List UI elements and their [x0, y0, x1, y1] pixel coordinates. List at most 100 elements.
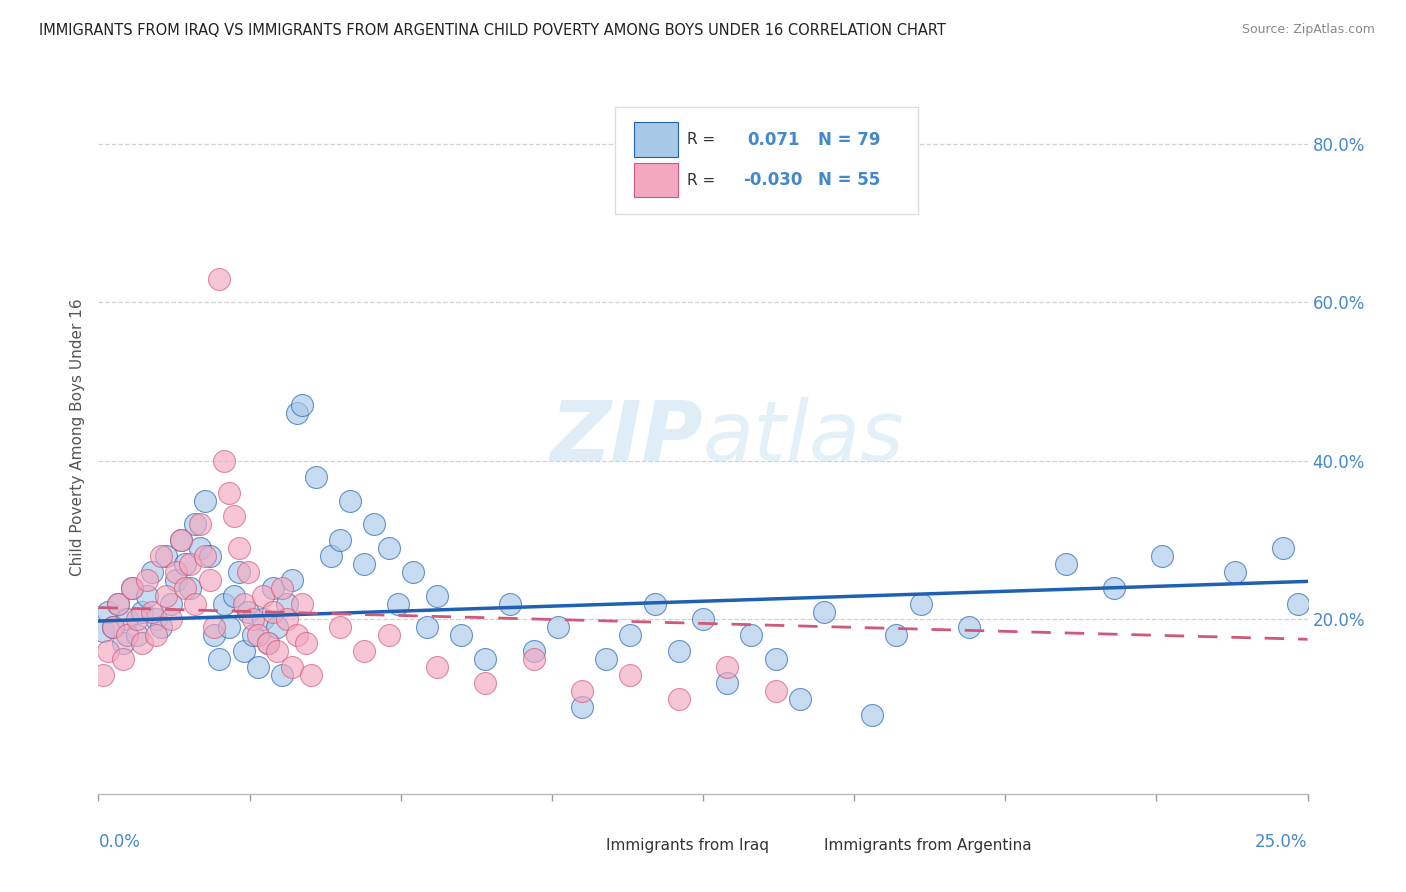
Point — [765, 683, 787, 698]
Point — [174, 557, 197, 571]
Point — [150, 620, 173, 634]
Point — [238, 605, 260, 619]
Point — [1286, 597, 1309, 611]
Point — [886, 628, 908, 642]
Text: 0.071: 0.071 — [748, 130, 800, 148]
Point — [208, 271, 231, 285]
Point — [271, 581, 294, 595]
Point — [131, 605, 153, 619]
Point — [198, 549, 221, 563]
Point — [150, 549, 173, 563]
Point — [212, 454, 235, 468]
Y-axis label: Child Poverty Among Boys Under 16: Child Poverty Among Boys Under 16 — [69, 298, 84, 576]
Point — [117, 628, 139, 642]
Point — [262, 581, 284, 595]
Point — [910, 597, 932, 611]
Point — [692, 612, 714, 626]
Point — [212, 597, 235, 611]
Point — [329, 620, 352, 634]
Point — [716, 676, 738, 690]
Text: Immigrants from Argentina: Immigrants from Argentina — [824, 838, 1032, 853]
Text: N = 79: N = 79 — [818, 130, 880, 148]
Point — [276, 612, 298, 626]
Point — [228, 565, 250, 579]
Point — [299, 668, 322, 682]
Point — [155, 589, 177, 603]
Point — [184, 517, 207, 532]
Point — [860, 707, 883, 722]
FancyBboxPatch shape — [614, 107, 918, 214]
Text: R =: R = — [688, 173, 716, 187]
Point — [305, 469, 328, 483]
Point — [242, 612, 264, 626]
Point — [276, 597, 298, 611]
Point — [290, 597, 312, 611]
Point — [474, 676, 496, 690]
Point — [262, 605, 284, 619]
Point — [169, 533, 191, 548]
Point — [179, 581, 201, 595]
Point — [619, 668, 641, 682]
Point — [101, 620, 124, 634]
Point — [188, 517, 211, 532]
Point — [1223, 565, 1246, 579]
Point — [256, 636, 278, 650]
Point — [107, 597, 129, 611]
Point — [285, 406, 308, 420]
Point — [1102, 581, 1125, 595]
Point — [165, 565, 187, 579]
Point — [1272, 541, 1295, 555]
Text: ZIP: ZIP — [550, 397, 703, 477]
Point — [135, 573, 157, 587]
Text: 0.0%: 0.0% — [98, 833, 141, 851]
Point — [131, 636, 153, 650]
Point — [97, 605, 120, 619]
Point — [1152, 549, 1174, 563]
Text: atlas: atlas — [703, 397, 904, 477]
Point — [765, 652, 787, 666]
Point — [353, 644, 375, 658]
Text: IMMIGRANTS FROM IRAQ VS IMMIGRANTS FROM ARGENTINA CHILD POVERTY AMONG BOYS UNDER: IMMIGRANTS FROM IRAQ VS IMMIGRANTS FROM … — [39, 23, 946, 38]
Point — [91, 668, 114, 682]
Point — [595, 652, 617, 666]
FancyBboxPatch shape — [634, 122, 678, 157]
Point — [160, 612, 183, 626]
Point — [281, 573, 304, 587]
Point — [252, 589, 274, 603]
Point — [127, 628, 149, 642]
FancyBboxPatch shape — [561, 833, 603, 857]
Point — [218, 620, 240, 634]
Point — [194, 549, 217, 563]
Point — [387, 597, 409, 611]
Point — [184, 597, 207, 611]
Point — [813, 605, 835, 619]
Text: -0.030: -0.030 — [742, 171, 803, 189]
Point — [141, 605, 163, 619]
Point — [571, 699, 593, 714]
Point — [740, 628, 762, 642]
Point — [169, 533, 191, 548]
Point — [363, 517, 385, 532]
Point — [402, 565, 425, 579]
Point — [571, 683, 593, 698]
Text: N = 55: N = 55 — [818, 171, 880, 189]
Point — [716, 660, 738, 674]
Point — [155, 549, 177, 563]
Point — [1054, 557, 1077, 571]
Point — [232, 644, 254, 658]
Point — [238, 565, 260, 579]
Point — [141, 565, 163, 579]
Point — [91, 624, 114, 639]
Point — [127, 612, 149, 626]
Point — [204, 620, 226, 634]
Point — [266, 644, 288, 658]
Point — [194, 493, 217, 508]
Point — [644, 597, 666, 611]
Point — [145, 612, 167, 626]
Point — [204, 628, 226, 642]
Point — [121, 581, 143, 595]
Point — [523, 652, 546, 666]
Point — [222, 509, 245, 524]
Point — [188, 541, 211, 555]
Point — [266, 620, 288, 634]
